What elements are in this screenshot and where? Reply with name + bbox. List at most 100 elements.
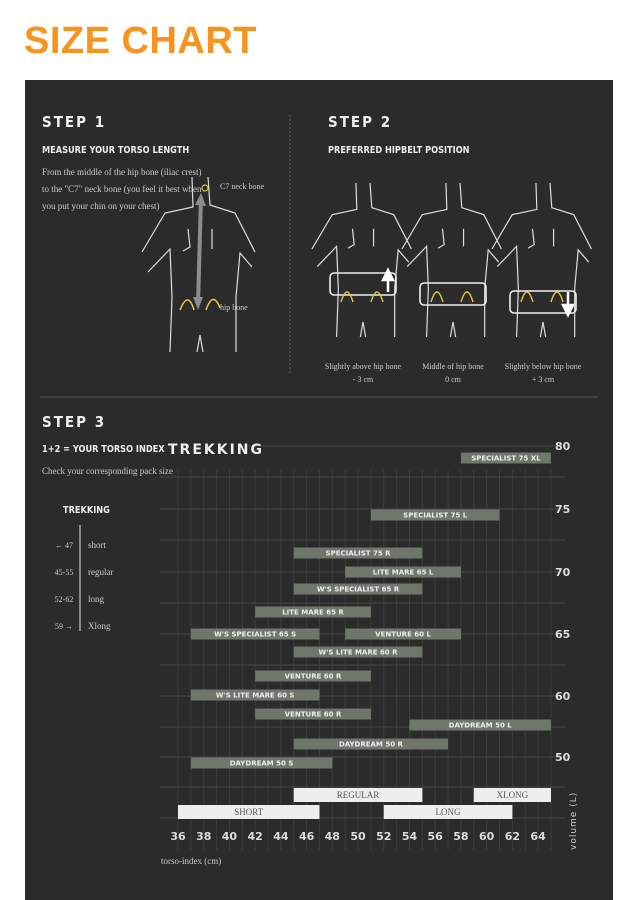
- legend-title: TREKKING: [63, 505, 110, 516]
- y-tick-label: 75: [555, 503, 570, 516]
- size-range-label: REGULAR: [337, 790, 380, 800]
- bar-label: W'S LITE MARE 60 S: [216, 692, 295, 700]
- step2-subheading: PREFERRED HIPBELT POSITION: [328, 145, 470, 156]
- page-title: SIZE CHART: [24, 20, 257, 62]
- step3-heading: STEP 3: [42, 413, 107, 431]
- torso-outline: [196, 334, 204, 353]
- torso-outline: [406, 244, 429, 338]
- y-tick-label: 70: [555, 566, 571, 579]
- torso-outline: [449, 321, 457, 338]
- bar-label: W'S SPECIALIST 65 S: [214, 631, 296, 639]
- bar-label: W'S LITE MARE 60 R: [319, 649, 399, 657]
- legend-divider: [79, 525, 81, 631]
- hipbelt-caption-below: Slightly below hip bone + 3 cm: [504, 362, 582, 384]
- bar-label: DAYDREAM 50 R: [339, 741, 404, 749]
- torso-length-arrow: [196, 196, 203, 306]
- torso-outline: [527, 228, 535, 249]
- y-tick-label: 65: [555, 628, 570, 641]
- bar: [255, 606, 371, 618]
- size-range-label: XLONG: [497, 790, 529, 800]
- bar: [190, 689, 320, 701]
- bar: [293, 583, 423, 595]
- bar-label: DAYDREAM 50 L: [449, 722, 513, 730]
- bar-label: VENTURE 60 R: [285, 673, 342, 681]
- size-range-label: SHORT: [234, 807, 263, 817]
- bar-label: VENTURE 60 L: [375, 631, 431, 639]
- x-tick-label: 40: [222, 830, 238, 843]
- bar: [255, 670, 371, 682]
- torso-outline: [147, 247, 173, 353]
- bar-label: DAYDREAM 50 S: [230, 760, 294, 768]
- x-tick-label: 50: [350, 830, 366, 843]
- x-tick-label: 60: [479, 830, 495, 843]
- x-tick-label: 38: [196, 830, 211, 843]
- torso-outline: [347, 228, 355, 249]
- bar-label: VENTURE 60 R: [285, 711, 342, 719]
- hipbelt-figure: [401, 182, 502, 338]
- x-axis-label: torso-index (cm): [161, 856, 221, 866]
- x-tick-label: 42: [248, 830, 263, 843]
- size-range-bar: [293, 788, 423, 802]
- hip-bone-marker: [520, 291, 564, 303]
- step1-text-line: to the "C7" neck bone (you feel it best …: [42, 184, 202, 194]
- size-range-bar: [473, 788, 551, 802]
- step1-text-line: From the middle of the hip bone (iliac c…: [42, 167, 202, 177]
- hip-bone-marker: [430, 291, 474, 303]
- x-tick-label: 46: [299, 830, 315, 843]
- torso-outline: [539, 321, 547, 338]
- size-range-label: LONG: [436, 807, 461, 817]
- legend-row: 45-55 regular: [54, 567, 114, 577]
- hip-bone-label: hip bone: [220, 303, 248, 312]
- bar: [345, 566, 461, 578]
- torso-outline: [141, 176, 194, 253]
- torso-outline: [369, 182, 412, 250]
- chart-title: TREKKING: [168, 442, 264, 458]
- hipbelt-outline: [419, 282, 487, 306]
- arrowheads: [193, 193, 206, 310]
- hipbelt-outline: [329, 272, 397, 296]
- step1-text-line: you put your chin on your chest): [42, 201, 160, 211]
- bar: [255, 708, 371, 720]
- x-tick-label: 56: [428, 830, 444, 843]
- torso-outline: [491, 182, 538, 250]
- hipbelt-caption-middle: Middle of hip bone 0 cm: [422, 362, 484, 384]
- legend-row: 52-62 long: [54, 594, 105, 604]
- bar: [190, 628, 320, 640]
- torso-outline: [316, 244, 339, 338]
- bar: [293, 738, 449, 750]
- torso-outline: [549, 182, 592, 250]
- step1-subheading: MEASURE YOUR TORSO LENGTH: [42, 145, 190, 156]
- torso-outline: [484, 248, 500, 337]
- legend-row: 59 → Xlong: [55, 621, 111, 631]
- step2-heading: STEP 2: [328, 113, 393, 131]
- bar: [345, 628, 461, 640]
- x-tick-label: 48: [325, 830, 340, 843]
- x-tick-label: 58: [453, 830, 468, 843]
- bar-label: SPECIALIST 75 XL: [471, 455, 541, 463]
- bar: [293, 547, 423, 559]
- arrow-down-icon: [560, 292, 576, 318]
- size-range-bar: [383, 805, 513, 819]
- bar: [460, 452, 551, 464]
- x-tick-label: 62: [505, 830, 520, 843]
- torso-outline: [182, 228, 191, 252]
- hip-bone-marker: [340, 291, 384, 303]
- bar: [293, 646, 423, 658]
- x-tick-label: 44: [273, 830, 289, 843]
- torso-outline: [401, 182, 448, 250]
- torso-figure: [141, 176, 256, 353]
- hipbelt-figure: [311, 182, 412, 338]
- bar: [190, 757, 333, 769]
- hipbelt-outline: [509, 290, 577, 314]
- step3-text: Check your corresponding pack size: [42, 466, 173, 476]
- torso-outline: [235, 251, 253, 352]
- x-tick-label: 64: [530, 830, 546, 843]
- torso-outline: [207, 176, 256, 253]
- bar-label: W'S SPECIALIST 65 R: [317, 586, 400, 594]
- c7-neck-bone-marker: [201, 184, 209, 192]
- y-axis-label: volume (L): [569, 792, 579, 850]
- hipbelt-caption-above: Slightly above hip bone - 3 cm: [324, 362, 402, 384]
- size-legend: ← 47 short 45-55 regular 52-62 long 59 → Xlo…: [40, 532, 160, 640]
